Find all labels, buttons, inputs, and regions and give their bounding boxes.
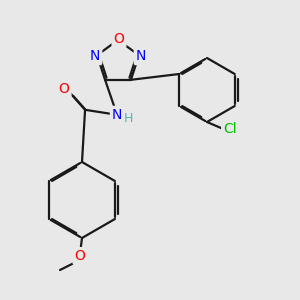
- Text: O: O: [58, 82, 70, 96]
- Text: O: O: [75, 249, 86, 263]
- Text: H: H: [123, 112, 133, 125]
- Text: O: O: [114, 32, 124, 46]
- Text: Cl: Cl: [223, 122, 237, 136]
- Text: N: N: [136, 49, 146, 63]
- Text: N: N: [90, 49, 100, 63]
- Text: N: N: [112, 108, 122, 122]
